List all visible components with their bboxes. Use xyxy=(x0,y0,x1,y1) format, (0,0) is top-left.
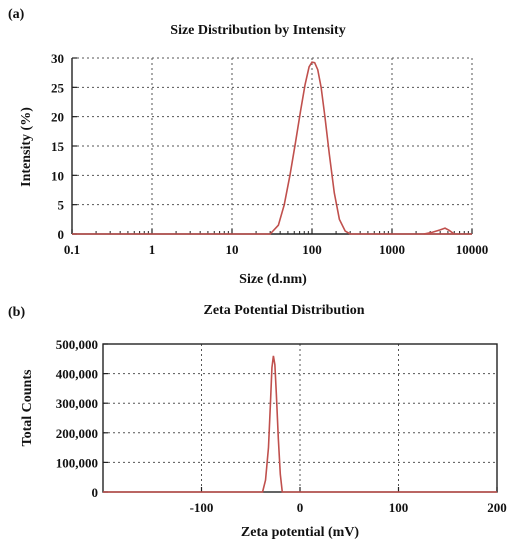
panel-b-series xyxy=(103,355,497,493)
panel-a-title: Size Distribution by Intensity xyxy=(170,23,345,38)
y-tick-label: 200,000 xyxy=(56,426,98,441)
panel-b-x-axis-label: Zeta potential (mV) xyxy=(241,525,360,540)
panel-a-y-axis-label: Intensity (%) xyxy=(19,107,34,187)
panel-a-x-axis-label: Size (d.nm) xyxy=(239,272,307,287)
series-line-0 xyxy=(72,61,472,235)
panel-b-title: Zeta Potential Distribution xyxy=(204,303,365,318)
x-tick-label: 200 xyxy=(487,500,507,515)
y-tick-label: 100,000 xyxy=(56,455,98,470)
x-tick-label: 100 xyxy=(302,242,322,257)
x-tick-label: 1000 xyxy=(379,242,405,257)
y-tick-label: 0 xyxy=(58,227,65,242)
panel-a-grid xyxy=(72,57,473,234)
y-tick-label: 5 xyxy=(58,198,65,213)
panel-b-x-ticks: -100 0 100 200 xyxy=(190,500,507,515)
y-tick-label: 25 xyxy=(51,80,65,95)
panel-a: (a) Size Distribution by Intensity 0.1 1 1… xyxy=(8,7,488,287)
x-tick-label: 0 xyxy=(297,500,304,515)
panel-b: (b) Zeta Potential Distribution -100 0 100… xyxy=(8,303,507,540)
y-tick-label: 500,000 xyxy=(56,337,98,352)
y-tick-label: 30 xyxy=(51,51,64,66)
x-tick-label: 10 xyxy=(226,242,239,257)
panel-a-series xyxy=(72,61,472,235)
panel-a-x-ticks: 0.1 1 10 100 1000 10000 xyxy=(64,242,488,257)
x-tick-label: 0.1 xyxy=(64,242,80,257)
panel-b-grid xyxy=(103,343,498,492)
y-tick-label: 300,000 xyxy=(56,396,98,411)
series-line-0 xyxy=(103,355,497,493)
x-tick-label: 10000 xyxy=(456,242,489,257)
panel-b-y-axis-label: Total Counts xyxy=(20,369,35,446)
y-tick-label: 0 xyxy=(92,485,99,500)
y-tick-label: 10 xyxy=(51,168,64,183)
y-tick-label: 400,000 xyxy=(56,367,98,382)
x-tick-label: 100 xyxy=(389,500,409,515)
y-tick-label: 15 xyxy=(51,139,65,154)
panel-a-label: (a) xyxy=(8,7,25,22)
panel-b-label: (b) xyxy=(8,305,25,320)
x-tick-label: 1 xyxy=(149,242,156,257)
panel-a-y-ticks: 0 5 10 15 20 25 30 xyxy=(51,51,65,242)
panel-b-y-ticks: 0 100,000 200,000 300,000 400,000 500,000 xyxy=(56,337,98,500)
series-line-1 xyxy=(423,227,455,235)
x-tick-label: -100 xyxy=(190,500,214,515)
y-tick-label: 20 xyxy=(51,110,64,125)
